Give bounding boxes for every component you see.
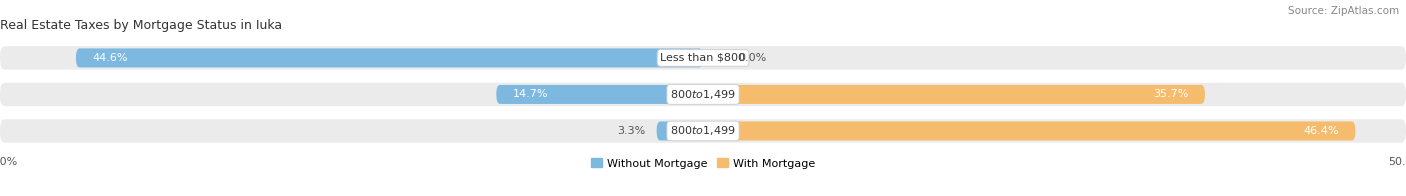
FancyBboxPatch shape xyxy=(657,122,703,141)
Text: 3.3%: 3.3% xyxy=(617,126,645,136)
Text: Less than $800: Less than $800 xyxy=(661,53,745,63)
FancyBboxPatch shape xyxy=(703,85,1205,104)
FancyBboxPatch shape xyxy=(0,83,1406,106)
Text: 46.4%: 46.4% xyxy=(1303,126,1339,136)
FancyBboxPatch shape xyxy=(0,46,1406,70)
Text: Source: ZipAtlas.com: Source: ZipAtlas.com xyxy=(1288,6,1399,16)
Text: 35.7%: 35.7% xyxy=(1153,89,1188,99)
Text: $800 to $1,499: $800 to $1,499 xyxy=(671,88,735,101)
FancyBboxPatch shape xyxy=(496,85,703,104)
FancyBboxPatch shape xyxy=(703,122,1355,141)
Text: 14.7%: 14.7% xyxy=(513,89,548,99)
Legend: Without Mortgage, With Mortgage: Without Mortgage, With Mortgage xyxy=(586,154,820,173)
Text: Real Estate Taxes by Mortgage Status in Iuka: Real Estate Taxes by Mortgage Status in … xyxy=(0,19,283,32)
FancyBboxPatch shape xyxy=(76,48,703,67)
FancyBboxPatch shape xyxy=(0,119,1406,143)
Text: 0.0%: 0.0% xyxy=(738,53,766,63)
Text: $800 to $1,499: $800 to $1,499 xyxy=(671,124,735,137)
Text: 44.6%: 44.6% xyxy=(93,53,128,63)
